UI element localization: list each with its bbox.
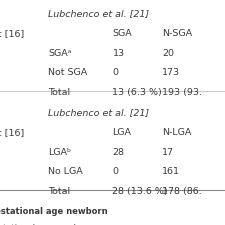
- Text: hart [16]: hart [16]: [0, 128, 24, 137]
- Text: Lubchenco et al. [21]: Lubchenco et al. [21]: [48, 108, 149, 117]
- Text: r gestational age newborn: r gestational age newborn: [0, 207, 108, 216]
- Text: Total: Total: [48, 187, 70, 196]
- Text: 173: 173: [162, 68, 180, 77]
- Text: hart [16]: hart [16]: [0, 29, 24, 38]
- Text: 28: 28: [112, 148, 124, 157]
- Text: Lubchenco et al. [21]: Lubchenco et al. [21]: [48, 9, 149, 18]
- Text: 161: 161: [162, 167, 180, 176]
- Text: 13: 13: [112, 49, 125, 58]
- Text: 28 (13.6 %): 28 (13.6 %): [112, 187, 168, 196]
- Text: No LGA: No LGA: [48, 167, 83, 176]
- Text: SGA: SGA: [112, 29, 132, 38]
- Text: 13 (6.3 %): 13 (6.3 %): [112, 88, 162, 97]
- Text: N-SGA: N-SGA: [162, 29, 192, 38]
- Text: 20: 20: [162, 49, 174, 58]
- Text: 0: 0: [112, 167, 119, 176]
- Text: LGAᵇ: LGAᵇ: [48, 148, 71, 157]
- Text: LGA: LGA: [112, 128, 131, 137]
- Text: r gestational age newborn: r gestational age newborn: [0, 224, 93, 225]
- Text: Not SGA: Not SGA: [48, 68, 88, 77]
- Text: 193 (93.: 193 (93.: [162, 88, 202, 97]
- Text: 17: 17: [162, 148, 174, 157]
- Text: 178 (86.: 178 (86.: [162, 187, 202, 196]
- Text: 0: 0: [112, 68, 119, 77]
- Text: Total: Total: [48, 88, 70, 97]
- Text: N-LGA: N-LGA: [162, 128, 191, 137]
- Text: SGAᵃ: SGAᵃ: [48, 49, 72, 58]
